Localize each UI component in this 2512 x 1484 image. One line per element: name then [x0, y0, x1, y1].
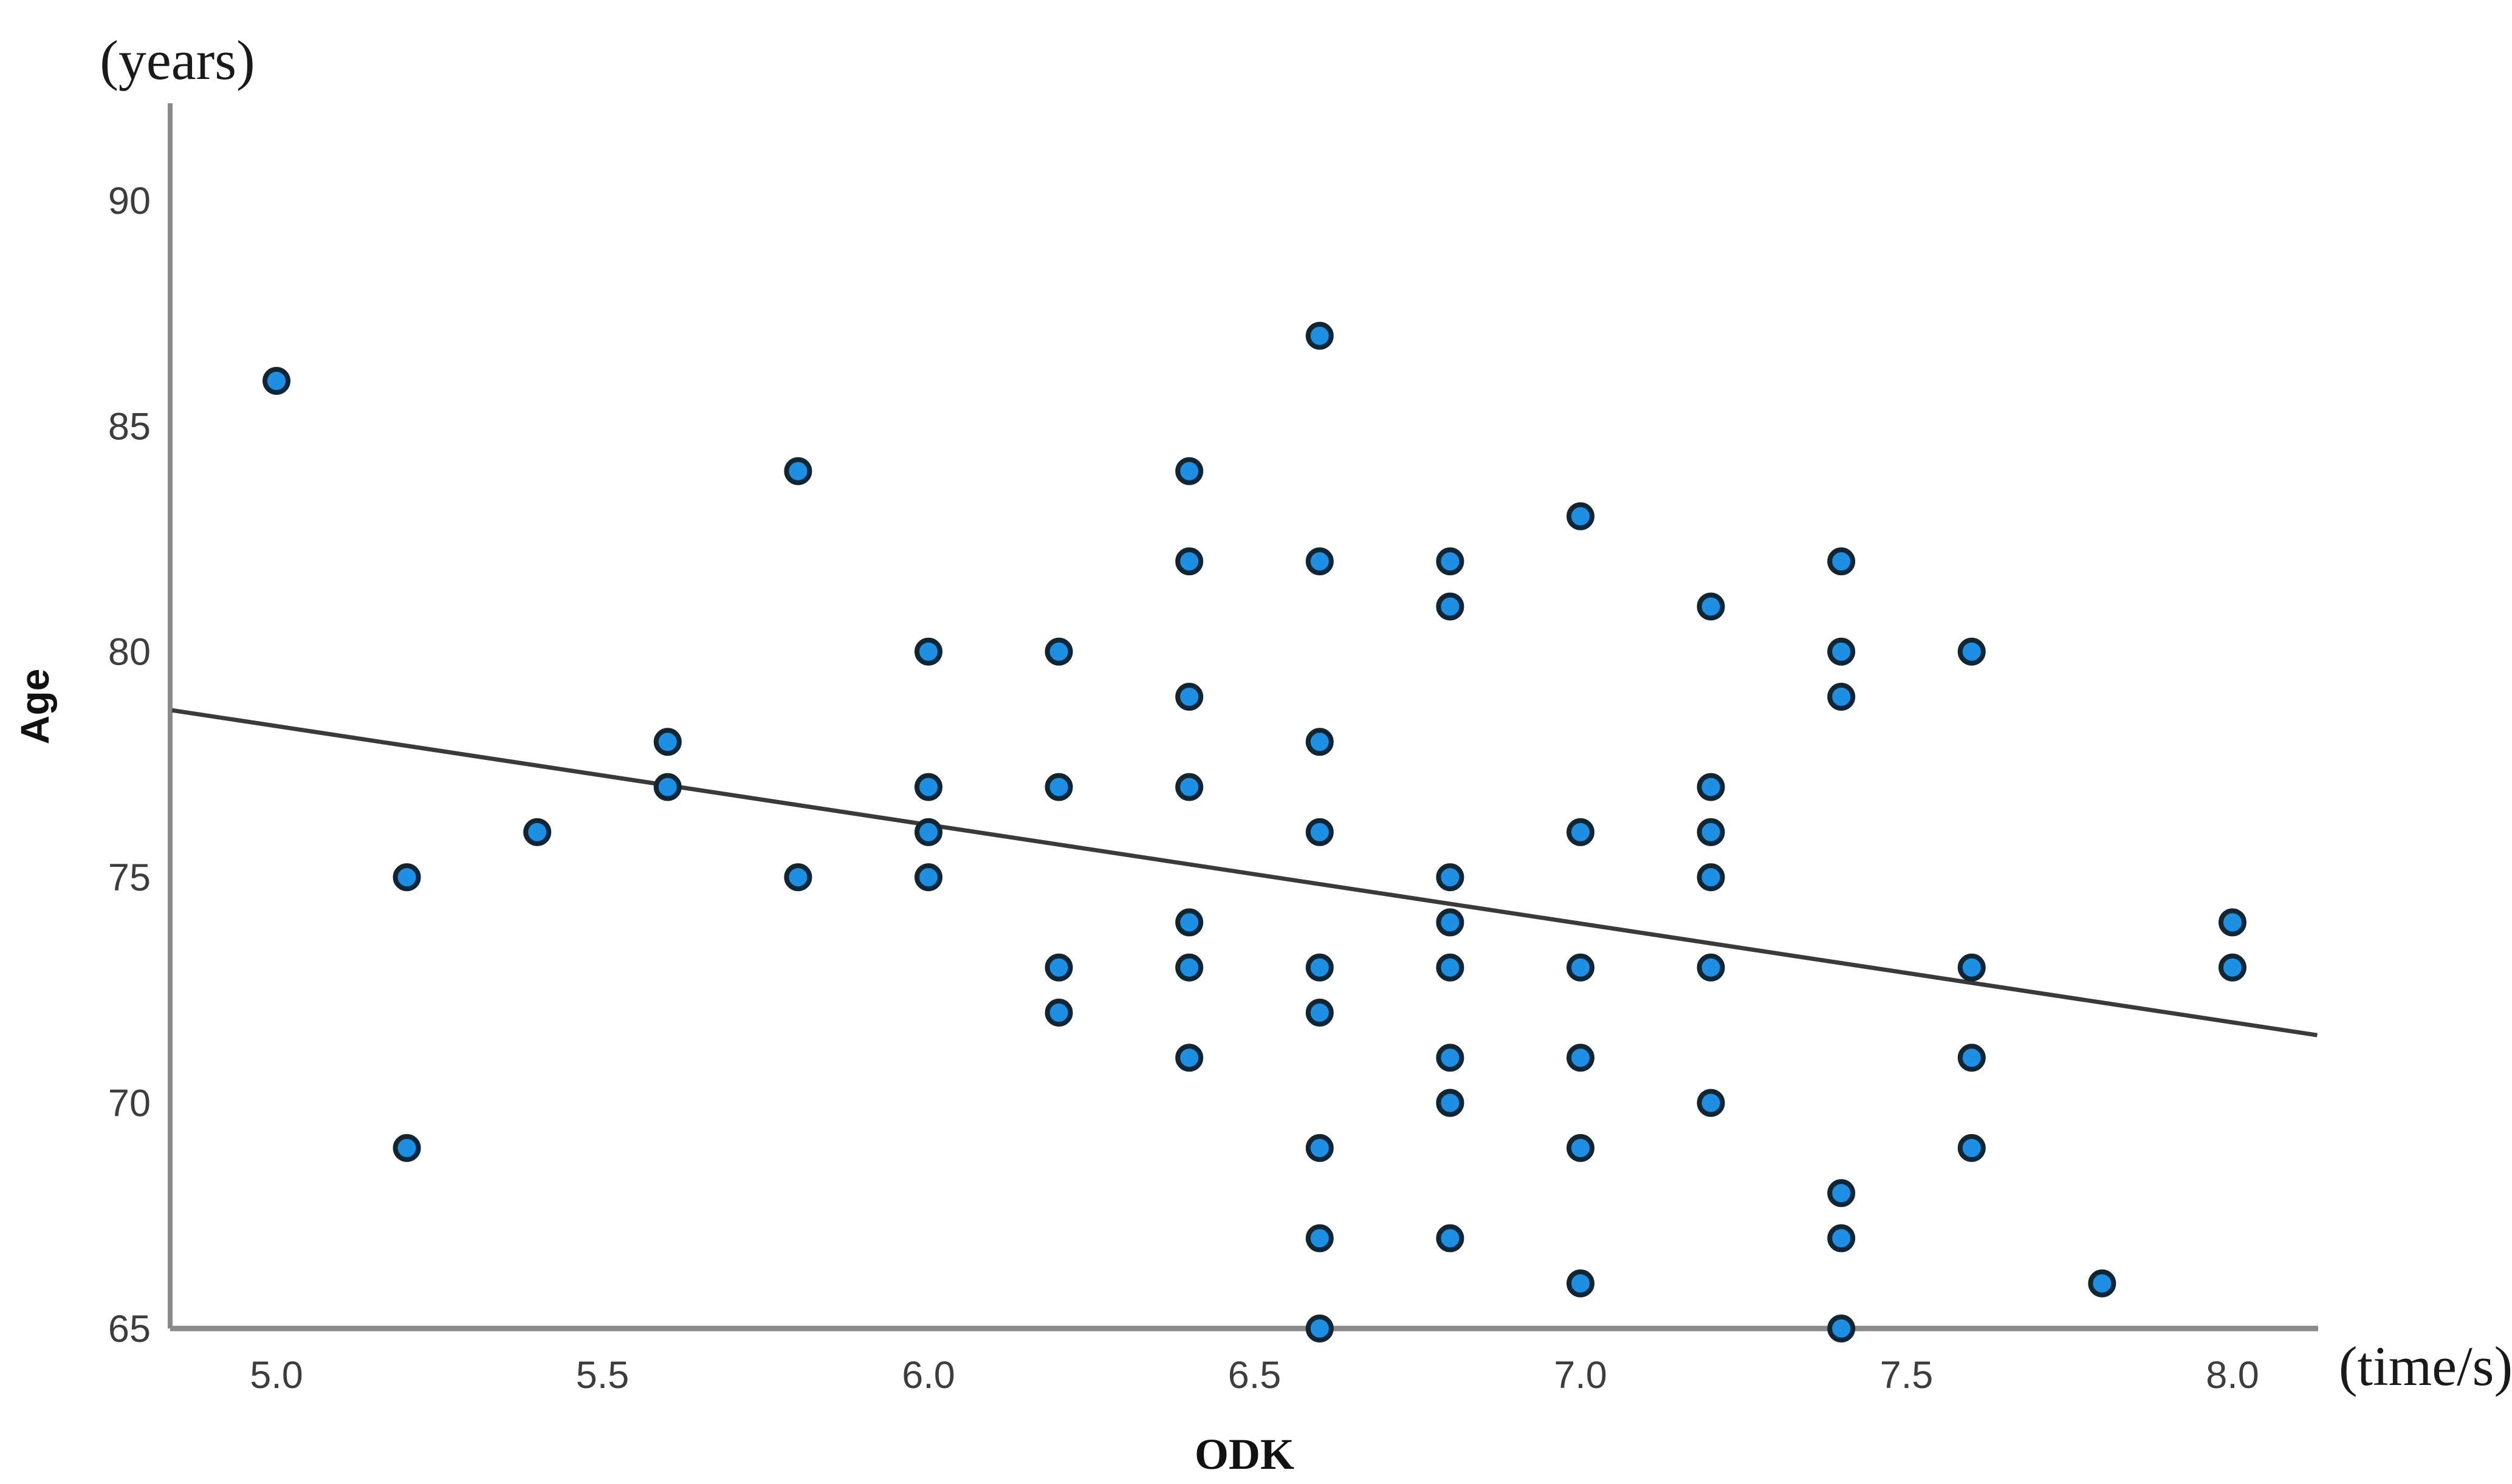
data-point [1436, 863, 1464, 892]
data-point [1697, 863, 1725, 892]
data-point [1957, 953, 1986, 982]
data-point [1045, 773, 1073, 801]
trend-line [171, 708, 2318, 1038]
data-point [1567, 502, 1594, 530]
data-point [1175, 908, 1204, 937]
data-point [1957, 1044, 1986, 1072]
data-point [1305, 1224, 1334, 1253]
data-point [1305, 321, 1334, 350]
y-tick-label: 85 [108, 405, 151, 448]
data-point [1827, 1224, 1856, 1253]
data-point [1697, 953, 1725, 982]
data-point [1175, 773, 1204, 801]
data-point [1436, 908, 1464, 937]
data-point [2219, 953, 2246, 982]
data-point [1436, 592, 1464, 621]
data-point [784, 863, 812, 892]
x-tick-label: 5.5 [576, 1354, 630, 1397]
data-point [1436, 1224, 1464, 1253]
data-point [1305, 953, 1334, 982]
data-point [1567, 818, 1594, 846]
x-axis-title: ODK [1195, 1430, 1294, 1479]
data-point [1436, 1044, 1464, 1072]
y-axis-title: Age [12, 669, 57, 745]
data-point [1305, 1315, 1334, 1342]
data-point [1305, 728, 1334, 756]
data-point [1045, 637, 1073, 666]
y-tick-label: 90 [108, 180, 151, 222]
data-point [1697, 773, 1725, 801]
data-point [915, 637, 942, 666]
data-point [1567, 1134, 1594, 1162]
data-point [915, 863, 942, 892]
data-point [1436, 953, 1464, 982]
x-tick-label: 6.5 [1228, 1354, 1282, 1397]
data-point [1175, 547, 1204, 576]
data-point [1827, 683, 1856, 711]
x-tick-label: 7.0 [1554, 1354, 1607, 1397]
plot-area: 5.0 5.5 6.0 6.5 7.0 7.5 8.0 65 70 75 80 85 90 [108, 103, 2318, 1397]
data-point [915, 773, 942, 801]
data-point [1305, 547, 1334, 576]
data-point [1436, 547, 1464, 576]
data-point [1567, 1044, 1594, 1072]
data-point [1175, 953, 1204, 982]
data-point [1436, 1089, 1464, 1117]
x-tick-label: 7.5 [1880, 1354, 1934, 1397]
data-point [1045, 999, 1073, 1027]
data-point [523, 818, 552, 846]
data-point [1697, 1089, 1725, 1117]
data-point [393, 863, 421, 892]
x-tick-label: 8.0 [2206, 1354, 2259, 1397]
data-point [1827, 547, 1856, 576]
data-point [1827, 1315, 1856, 1342]
data-point [393, 1134, 421, 1162]
data-point [263, 367, 290, 395]
data-point [1567, 953, 1594, 982]
data-point [1827, 637, 1856, 666]
data-point [1175, 457, 1204, 485]
y-tick-label: 65 [108, 1308, 151, 1350]
x-tick-label: 6.0 [902, 1354, 955, 1397]
data-point [2219, 908, 2246, 937]
data-point [915, 818, 942, 846]
y-tick-label: 75 [108, 857, 151, 899]
data-point [1697, 818, 1725, 846]
data-point [1827, 1179, 1856, 1208]
data-point [1957, 637, 1986, 666]
y-axis-unit-label: (years) [100, 29, 255, 91]
data-point [1305, 999, 1334, 1027]
x-tick-label: 5.0 [250, 1354, 303, 1397]
data-point [1045, 953, 1073, 982]
data-point [1957, 1134, 1986, 1162]
data-point [1305, 1134, 1334, 1162]
y-tick-label: 80 [108, 631, 151, 674]
data-point [784, 457, 812, 485]
data-point [1175, 683, 1204, 711]
y-tick-label: 70 [108, 1082, 151, 1125]
data-point [653, 773, 682, 801]
data-point [1567, 1269, 1594, 1298]
data-point [653, 728, 682, 756]
data-point [1697, 592, 1725, 621]
x-axis-unit-label: (time/s) [2339, 1335, 2512, 1397]
data-point [1305, 818, 1334, 846]
data-point [2088, 1269, 2116, 1298]
data-point [1175, 1044, 1204, 1072]
